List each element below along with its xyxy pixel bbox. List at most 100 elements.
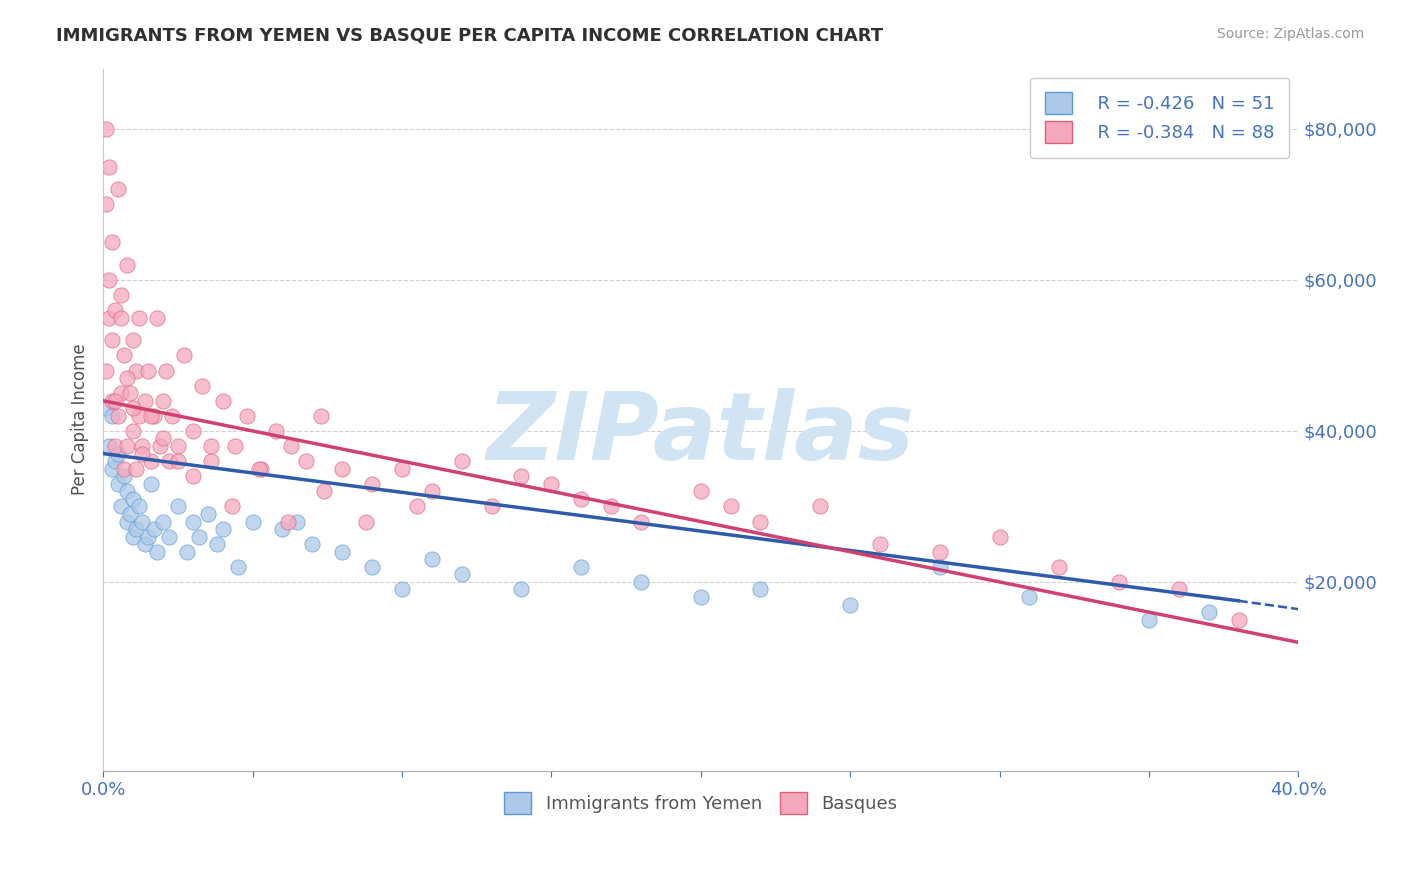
Point — [200, 454, 222, 468]
Point — [301, 537, 323, 551]
Point — [510, 469, 533, 483]
Point — [112, 461, 135, 475]
Point — [197, 507, 219, 521]
Point — [136, 530, 159, 544]
Point — [98, 439, 121, 453]
Point — [122, 424, 145, 438]
Point — [266, 424, 288, 438]
Point — [104, 393, 127, 408]
Point — [420, 484, 443, 499]
Point — [1198, 605, 1220, 619]
Point — [450, 454, 472, 468]
Point — [295, 454, 318, 468]
Point — [104, 454, 127, 468]
Point — [155, 363, 177, 377]
Point — [94, 401, 117, 416]
Point — [630, 574, 652, 589]
Text: Source: ZipAtlas.com: Source: ZipAtlas.com — [1216, 27, 1364, 41]
Point — [94, 122, 117, 136]
Point — [361, 559, 384, 574]
Point — [250, 461, 273, 475]
Point — [226, 559, 249, 574]
Point — [420, 552, 443, 566]
Point — [110, 288, 132, 302]
Text: ZIPatlas: ZIPatlas — [486, 388, 915, 480]
Point — [176, 545, 198, 559]
Point — [600, 500, 623, 514]
Point — [94, 197, 117, 211]
Point — [928, 559, 950, 574]
Point — [107, 182, 129, 196]
Point — [540, 476, 562, 491]
Point — [107, 476, 129, 491]
Point — [235, 409, 257, 423]
Point — [330, 545, 353, 559]
Point — [125, 363, 148, 377]
Point — [481, 500, 503, 514]
Point — [118, 386, 141, 401]
Point — [277, 515, 299, 529]
Point — [110, 500, 132, 514]
Point — [110, 310, 132, 325]
Point — [181, 424, 204, 438]
Point — [450, 567, 472, 582]
Point — [160, 409, 183, 423]
Point — [115, 258, 138, 272]
Point — [128, 310, 150, 325]
Point — [391, 461, 413, 475]
Point — [689, 484, 711, 499]
Point — [391, 582, 413, 597]
Point — [187, 530, 209, 544]
Point — [125, 522, 148, 536]
Y-axis label: Per Capita Income: Per Capita Income — [72, 343, 89, 495]
Point — [928, 545, 950, 559]
Point — [115, 439, 138, 453]
Point — [569, 491, 592, 506]
Point — [125, 461, 148, 475]
Point — [128, 500, 150, 514]
Point — [136, 363, 159, 377]
Point — [1108, 574, 1130, 589]
Point — [200, 439, 222, 453]
Point — [190, 378, 212, 392]
Point — [152, 393, 174, 408]
Point — [142, 409, 165, 423]
Point — [354, 515, 377, 529]
Point — [101, 235, 124, 249]
Point — [205, 537, 228, 551]
Point — [146, 545, 169, 559]
Point — [101, 393, 124, 408]
Point — [749, 515, 772, 529]
Point — [94, 363, 117, 377]
Point — [157, 454, 180, 468]
Point — [134, 393, 156, 408]
Point — [131, 439, 153, 453]
Point — [128, 409, 150, 423]
Point — [101, 334, 124, 348]
Point — [181, 469, 204, 483]
Point — [118, 507, 141, 521]
Point — [157, 530, 180, 544]
Point — [112, 469, 135, 483]
Point — [314, 484, 336, 499]
Point — [146, 310, 169, 325]
Point — [98, 273, 121, 287]
Point — [224, 439, 246, 453]
Point — [1047, 559, 1070, 574]
Point — [271, 522, 294, 536]
Point — [166, 454, 188, 468]
Point — [689, 590, 711, 604]
Point — [242, 515, 264, 529]
Point — [569, 559, 592, 574]
Point — [166, 500, 188, 514]
Point — [115, 371, 138, 385]
Point — [211, 522, 233, 536]
Point — [181, 515, 204, 529]
Point — [221, 500, 243, 514]
Point — [104, 439, 127, 453]
Point — [1137, 613, 1160, 627]
Point — [115, 515, 138, 529]
Point — [107, 447, 129, 461]
Point — [405, 500, 427, 514]
Point — [131, 515, 153, 529]
